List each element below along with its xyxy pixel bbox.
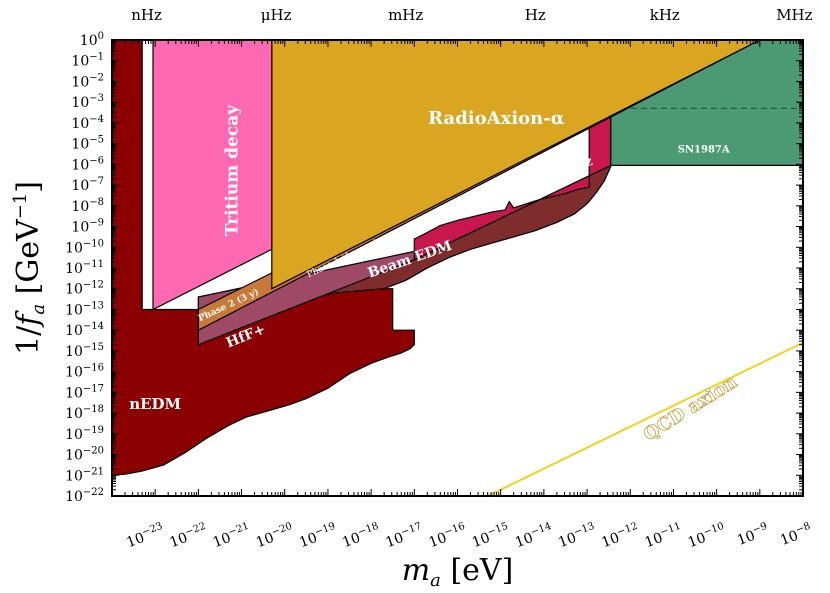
x-tick-label: 10−9 — [734, 521, 771, 549]
y-tick-label: 10−21 — [65, 466, 104, 484]
y-tick-label: 10−7 — [71, 176, 104, 194]
y-tick-label: 10−19 — [65, 425, 104, 443]
region-rb-quartz — [413, 113, 612, 261]
y-tick-label: 10−11 — [65, 259, 104, 277]
region-radioaxion-phase2 — [197, 40, 761, 332]
y-tick-label: 10−15 — [65, 342, 104, 360]
qcd-axion-line — [487, 341, 803, 496]
region-tritium-decay — [152, 40, 273, 311]
regions-layer — [112, 40, 803, 476]
top-axis-label: nHz — [131, 6, 162, 24]
x-axis-title: ma [eV] — [402, 553, 514, 591]
x-tick-label: 10−20 — [253, 521, 296, 551]
y-tick-label: 10−22 — [65, 487, 104, 505]
y-tick-label: 10−20 — [65, 446, 104, 464]
x-tick-label: 10−21 — [210, 521, 253, 551]
y-tick-label: 10−12 — [65, 280, 104, 298]
y-tick-label: 10−17 — [65, 383, 104, 401]
label-tritium-decay: Tritium decay — [222, 104, 242, 236]
label-radioaxion-phase1: RadioAxion-α — [428, 108, 565, 129]
y-tick-label: 10−6 — [71, 155, 104, 173]
y-axis-title: 1/fa [GeV−1] — [10, 181, 49, 355]
y-tick-label: 10−3 — [71, 93, 104, 111]
x-tick-label: 10−23 — [124, 521, 167, 551]
x-tick-label: 10−12 — [599, 521, 642, 551]
label-nEDM: nEDM — [129, 395, 181, 413]
x-tick-label: 10−16 — [426, 521, 469, 551]
top-axis-label: μHz — [261, 6, 292, 24]
top-axis-label: mHz — [388, 6, 423, 24]
y-tick-label: 10−2 — [71, 72, 104, 90]
x-tick-label: 10−10 — [685, 521, 728, 551]
y-tick-label: 10−5 — [71, 135, 104, 153]
x-tick-label: 10−14 — [512, 521, 555, 551]
x-tick-label: 10−17 — [383, 521, 426, 551]
x-tick-label: 10−19 — [297, 521, 340, 551]
y-tick-label: 100 — [80, 31, 104, 49]
x-tick-label: 10−22 — [167, 521, 210, 551]
y-tick-label: 10−14 — [65, 321, 104, 339]
y-tick-label: 10−13 — [65, 300, 104, 318]
y-tick-label: 10−4 — [71, 114, 104, 132]
y-tick-label: 10−9 — [71, 218, 104, 236]
ticks-layer — [111, 40, 803, 497]
x-tick-label: 10−13 — [556, 521, 599, 551]
x-tick-label: 10−18 — [340, 521, 383, 551]
y-tick-label: 10−16 — [65, 363, 104, 381]
label-sn1987a: SN1987A — [678, 144, 730, 155]
label-qcd-axion: QCD axion — [640, 371, 741, 445]
y-tick-label: 10−18 — [65, 404, 104, 422]
top-axis-label: kHz — [650, 6, 680, 24]
x-tick-label: 10−15 — [469, 521, 512, 551]
x-tick-label: 10−11 — [642, 521, 685, 551]
y-tick-label: 10−10 — [65, 238, 104, 256]
top-axis-label: MHz — [776, 6, 812, 24]
x-tick-label: 10−8 — [778, 521, 815, 549]
y-tick-label: 10−1 — [71, 52, 104, 70]
top-axis-label: Hz — [525, 6, 546, 24]
y-tick-label: 10−8 — [71, 197, 104, 215]
overlay-layer — [487, 341, 803, 496]
